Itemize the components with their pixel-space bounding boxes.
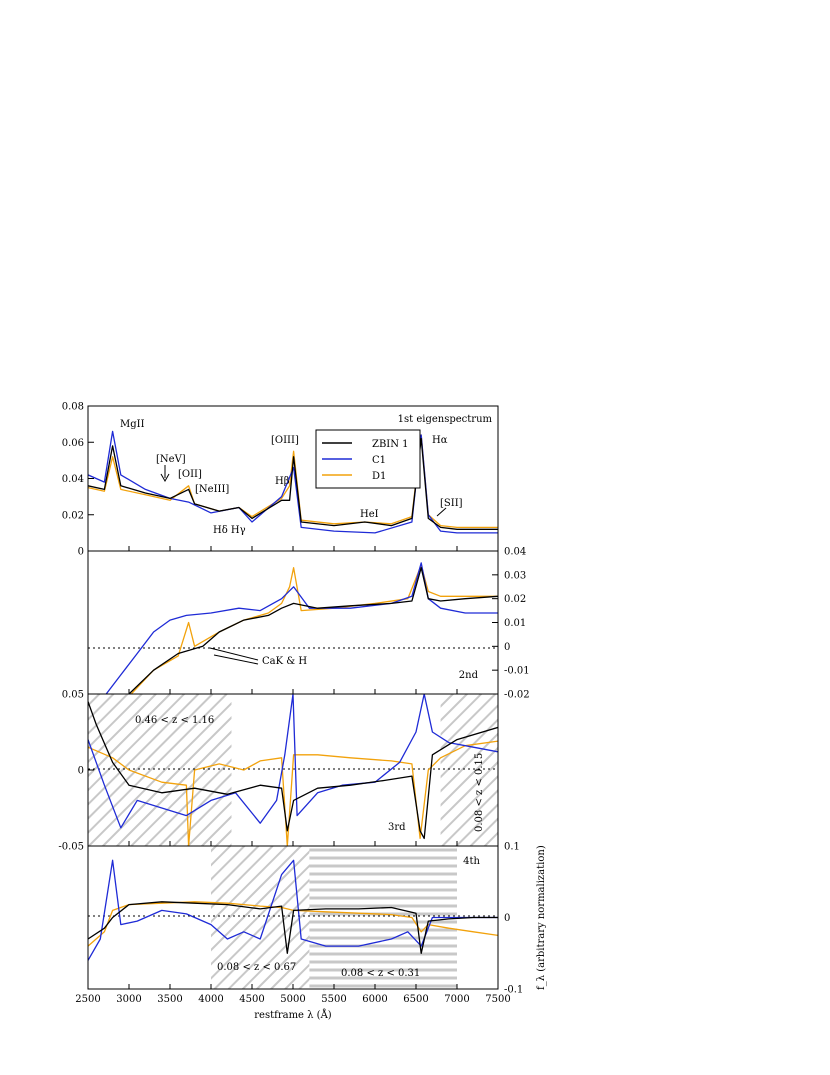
annot-hei: HeI (360, 509, 379, 520)
series-d1-line (88, 740, 498, 846)
series-zbin1-line (88, 901, 498, 954)
series-d1-line (88, 434, 498, 529)
arrowhead-nev (160, 473, 170, 483)
right-tick-label: 0.04 (504, 547, 526, 558)
left-tick-label: 0.06 (62, 438, 84, 449)
annot-oiii: [OIII] (271, 435, 299, 446)
panel-4-right-ticks: 0.1 0 -0.1 (492, 842, 523, 996)
legend: ZBIN 1 C1 D1 (315, 429, 421, 489)
left-tick-label: 0 (78, 547, 84, 558)
x-tick-label: 6000 (362, 994, 387, 1005)
panel-3-lines (88, 694, 498, 846)
annot-hbeta: Hβ (275, 476, 290, 487)
right-tick-label: 0.01 (504, 618, 526, 629)
x-tick-label: 3000 (116, 994, 141, 1005)
x-tick-label: 3500 (157, 994, 182, 1005)
annot-hdelta-hgamma: Hδ Hγ (213, 525, 246, 536)
right-tick-label: -0.1 (504, 985, 523, 996)
x-axis-ticks: 2500 3000 3500 4000 4500 5000 5500 6000 6500 7000… (75, 546, 511, 1005)
right-tick-label: -0.01 (504, 666, 530, 677)
series-zbin1-line (88, 701, 498, 840)
series-c1-line (88, 859, 498, 961)
right-tick-label: 0 (504, 913, 510, 924)
legend-label-zbin1: ZBIN 1 (372, 439, 409, 450)
right-tick-label: -0.02 (504, 690, 530, 701)
panel-2-lines (105, 562, 498, 694)
panel-3-region-1-label: 0.46 < z < 1.16 (135, 715, 214, 726)
arrow-h (213, 654, 259, 665)
panel-4: 0.1 0 -0.1 4th 0.08 < z < 0.67 0.08 < z < … (87, 842, 523, 996)
right-tick-label: 0 (504, 642, 510, 653)
panel-1-lines (88, 430, 498, 534)
panel-4-tag: 4th (463, 856, 480, 867)
panel-3-region-1 (88, 694, 232, 846)
left-tick-label: 0 (78, 766, 84, 777)
annot-neiii: [NeIII] (195, 484, 229, 495)
panel-1-frame (87, 405, 499, 552)
series-zbin1-line (127, 567, 498, 694)
right-tick-label: 0.02 (504, 594, 526, 605)
x-tick-label: 5500 (321, 994, 346, 1005)
right-tick-label: 0.1 (504, 842, 520, 853)
x-axis-title: restframe λ (Å) (254, 1009, 332, 1021)
series-c1-line (88, 430, 498, 534)
arrow-cak (209, 647, 259, 661)
panel-1-tag: 1st eigenspectrum (398, 414, 493, 425)
arrow-sii (436, 507, 447, 517)
left-tick-label: 0.02 (62, 510, 84, 521)
x-tick-label: 4000 (198, 994, 223, 1005)
left-tick-label: 0.05 (62, 690, 84, 701)
right-axis-title: f_λ (arbitrary normalization) (536, 845, 547, 990)
panel-1-left-ticks: 0.08 0.06 0.04 0.02 0 (62, 402, 94, 558)
series-zbin1-line (88, 437, 498, 530)
panel-4-region-2-label: 0.08 < z < 0.31 (341, 968, 420, 979)
panel-3: 0.05 0 -0.05 0.46 < z < 1.16 0.08 < z < 0.… (58, 690, 499, 853)
right-tick-label: 0.03 (504, 570, 526, 581)
legend-label-c1: C1 (372, 455, 386, 466)
annot-halpha: Hα (432, 435, 448, 446)
legend-label-d1: D1 (372, 471, 386, 482)
x-tick-label: 7500 (485, 994, 510, 1005)
annot-nev: [NeV] (156, 454, 186, 465)
panel-1: 0.08 0.06 0.04 0.02 0 1st eigenspectrum MgII… (62, 402, 499, 558)
left-tick-label: 0.04 (62, 474, 84, 485)
panel-4-region-1-label: 0.08 < z < 0.67 (217, 962, 296, 973)
panel-3-region-2-label: 0.08 < z < 0.15 (474, 753, 485, 832)
series-c1-line (88, 694, 498, 829)
left-tick-label: -0.05 (58, 842, 84, 853)
x-tick-label: 7000 (444, 994, 469, 1005)
panel-3-tag: 3rd (388, 822, 406, 833)
annot-mgii: MgII (120, 419, 145, 430)
x-tick-label: 6500 (403, 994, 428, 1005)
x-tick-label: 4500 (239, 994, 264, 1005)
x-tick-label: 5000 (280, 994, 305, 1005)
left-tick-label: 0.08 (62, 402, 84, 413)
annot-oii: [OII] (178, 469, 202, 480)
annot-sii: [SII] (440, 498, 463, 509)
panel-2-tag: 2nd (459, 670, 479, 681)
x-tick-label: 2500 (75, 994, 100, 1005)
panel-4-lines (88, 859, 498, 961)
panel-3-region-2 (440, 694, 498, 846)
annot-cak-h: CaK & H (262, 656, 307, 667)
